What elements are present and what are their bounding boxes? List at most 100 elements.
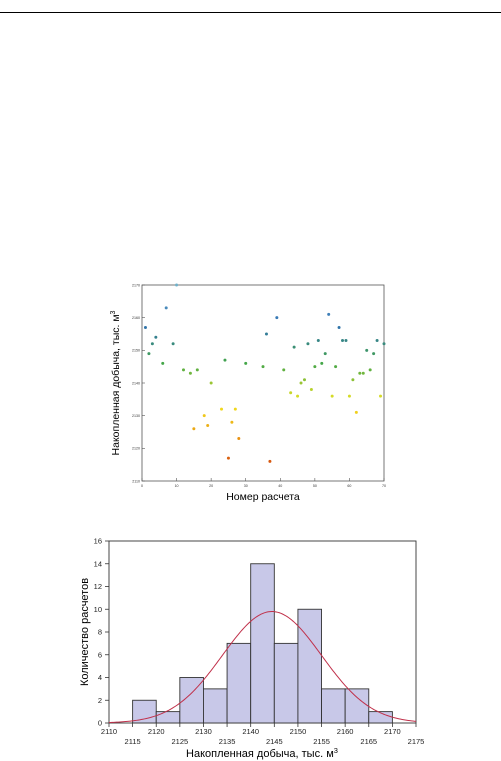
histogram-x-tick-label: 2110 xyxy=(101,727,117,736)
scatter-point xyxy=(233,407,237,411)
histogram-x-tick-label: 2165 xyxy=(360,737,377,746)
scatter-point xyxy=(220,407,224,411)
scatter-point xyxy=(147,352,151,356)
scatter-point xyxy=(171,342,175,346)
histogram-x-tick-label: 2160 xyxy=(337,727,354,736)
histogram-bar xyxy=(321,688,346,724)
histogram-bar xyxy=(250,563,275,724)
scatter-point xyxy=(309,388,313,392)
scatter-point xyxy=(237,437,241,441)
scatter-point xyxy=(289,391,293,395)
histogram-y-ticks: 0 2 4 6 8 10 12 14 16 xyxy=(94,537,109,728)
scatter-point xyxy=(302,378,306,382)
scatter-point xyxy=(192,427,196,431)
histogram-y-tick-label: 4 xyxy=(98,673,102,682)
histogram-y-tick-label: 12 xyxy=(94,582,102,591)
scatter-point xyxy=(358,371,362,375)
scatter-point xyxy=(268,459,272,463)
scatter-x-tick-label: 50 xyxy=(313,484,317,488)
histogram-x-tick-label: 2115 xyxy=(125,737,141,746)
scatter-point xyxy=(195,368,199,372)
scatter-y-axis-label-text: Накопленная добыча, тыс. м xyxy=(110,314,122,455)
histogram-x-tick-label: 2155 xyxy=(313,737,330,746)
scatter-point xyxy=(379,394,383,398)
histogram-bar xyxy=(297,608,322,724)
scatter-point xyxy=(334,365,338,369)
histogram-x-tick-label: 2135 xyxy=(219,737,236,746)
scatter-point xyxy=(161,361,165,365)
scatter-point xyxy=(320,361,324,365)
scatter-point xyxy=(365,348,369,352)
scatter-point xyxy=(327,312,331,316)
page-header-rule xyxy=(0,12,501,13)
histogram-x-tick-label: 2120 xyxy=(148,727,165,736)
scatter-x-tick-label: 60 xyxy=(347,484,351,488)
scatter-point xyxy=(313,365,317,369)
scatter-y-tick-label: 2160 xyxy=(132,316,140,320)
scatter-point xyxy=(323,352,327,356)
scatter-point xyxy=(261,365,265,369)
histogram-y-tick-label: 10 xyxy=(94,605,102,614)
normal-fit-curve xyxy=(108,611,417,723)
scatter-points xyxy=(143,283,386,463)
scatter-point xyxy=(330,394,334,398)
histogram-bar xyxy=(203,688,228,724)
scatter-point xyxy=(299,381,303,385)
scatter-point xyxy=(292,345,296,349)
histogram-x-tick-label: 2170 xyxy=(384,727,401,736)
scatter-y-tick-label: 2140 xyxy=(132,381,140,385)
histogram-y-tick-label: 14 xyxy=(94,559,102,568)
histogram-x-axis-label-text: Накопленная добыча, тыс. м xyxy=(186,748,334,760)
histogram-y-tick-label: 2 xyxy=(98,696,102,705)
histogram-x-axis-label-sup: 3 xyxy=(334,746,338,755)
scatter-point xyxy=(351,378,355,382)
scatter-point xyxy=(175,283,179,287)
histogram-y-axis-label: Количество расчетов xyxy=(79,578,91,686)
scatter-y-axis-label-sup: 3 xyxy=(110,310,117,314)
histogram-bars xyxy=(132,563,393,724)
scatter-point xyxy=(143,325,147,329)
scatter-plot-frame xyxy=(141,284,385,482)
scatter-x-ticks: 0 10 20 30 40 50 60 70 xyxy=(141,478,386,488)
histogram-bar xyxy=(273,642,299,724)
scatter-x-tick-label: 20 xyxy=(209,484,213,488)
scatter-point xyxy=(296,394,300,398)
scatter-chart: 0 10 20 30 40 50 60 70 2110 2120 2130 2140 2150 2160… xyxy=(110,283,386,503)
histogram-x-tick-label: 2130 xyxy=(195,727,212,736)
scatter-point xyxy=(206,423,210,427)
scatter-point xyxy=(372,352,376,356)
scatter-point xyxy=(226,456,230,460)
scatter-point xyxy=(382,342,386,346)
scatter-x-tick-label: 40 xyxy=(278,484,282,488)
histogram-y-tick-label: 6 xyxy=(98,650,102,659)
scatter-point xyxy=(316,339,320,343)
scatter-point xyxy=(375,339,379,343)
histogram-x-tick-label: 2125 xyxy=(172,737,189,746)
scatter-y-axis-label: Накопленная добыча, тыс. м3 xyxy=(110,310,122,455)
scatter-x-tick-label: 0 xyxy=(141,484,143,488)
scatter-point xyxy=(223,358,227,362)
histogram-bar xyxy=(155,711,181,724)
scatter-x-tick-label: 10 xyxy=(175,484,179,488)
histogram-x-tick-label: 2140 xyxy=(242,727,259,736)
scatter-point xyxy=(341,339,345,343)
scatter-y-tick-label: 2130 xyxy=(132,414,140,418)
scatter-point xyxy=(164,306,168,310)
histogram-bar xyxy=(344,688,370,724)
scatter-point xyxy=(209,381,213,385)
histogram-x-tick-label: 2175 xyxy=(408,737,425,746)
scatter-point xyxy=(275,316,279,320)
scatter-y-tick-label: 2120 xyxy=(132,447,140,451)
scatter-point xyxy=(361,371,365,375)
histogram-bar xyxy=(132,699,157,724)
scatter-y-tick-label: 2170 xyxy=(132,283,140,287)
scatter-point xyxy=(181,368,185,372)
histogram-y-tick-label: 0 xyxy=(98,719,102,728)
scatter-x-axis-label: Номер расчета xyxy=(226,491,300,503)
scatter-point xyxy=(150,342,154,346)
scatter-point xyxy=(154,335,158,339)
scatter-point xyxy=(244,361,248,365)
scatter-y-tick-label: 2150 xyxy=(132,349,140,353)
